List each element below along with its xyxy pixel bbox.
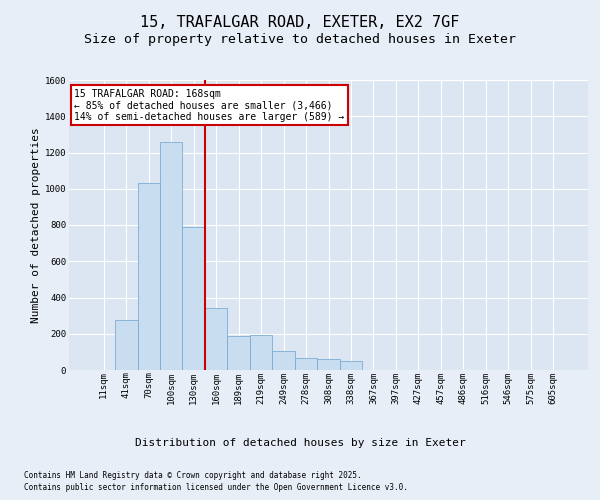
Bar: [205, 308, 227, 370]
Bar: [182, 227, 205, 370]
Bar: [272, 351, 295, 370]
Y-axis label: Number of detached properties: Number of detached properties: [31, 127, 41, 323]
Bar: [137, 184, 160, 370]
Text: Contains public sector information licensed under the Open Government Licence v3: Contains public sector information licen…: [24, 483, 408, 492]
Bar: [227, 336, 250, 370]
Text: Size of property relative to detached houses in Exeter: Size of property relative to detached ho…: [84, 34, 516, 46]
Text: Contains HM Land Registry data © Crown copyright and database right 2025.: Contains HM Land Registry data © Crown c…: [24, 470, 362, 480]
Text: 15 TRAFALGAR ROAD: 168sqm
← 85% of detached houses are smaller (3,466)
14% of se: 15 TRAFALGAR ROAD: 168sqm ← 85% of detac…: [74, 88, 344, 122]
Text: 15, TRAFALGAR ROAD, EXETER, EX2 7GF: 15, TRAFALGAR ROAD, EXETER, EX2 7GF: [140, 15, 460, 30]
Bar: [340, 361, 362, 370]
Bar: [115, 320, 137, 370]
Bar: [160, 142, 182, 370]
Bar: [295, 358, 317, 370]
Text: Distribution of detached houses by size in Exeter: Distribution of detached houses by size …: [134, 438, 466, 448]
Bar: [250, 334, 272, 370]
Bar: [317, 359, 340, 370]
